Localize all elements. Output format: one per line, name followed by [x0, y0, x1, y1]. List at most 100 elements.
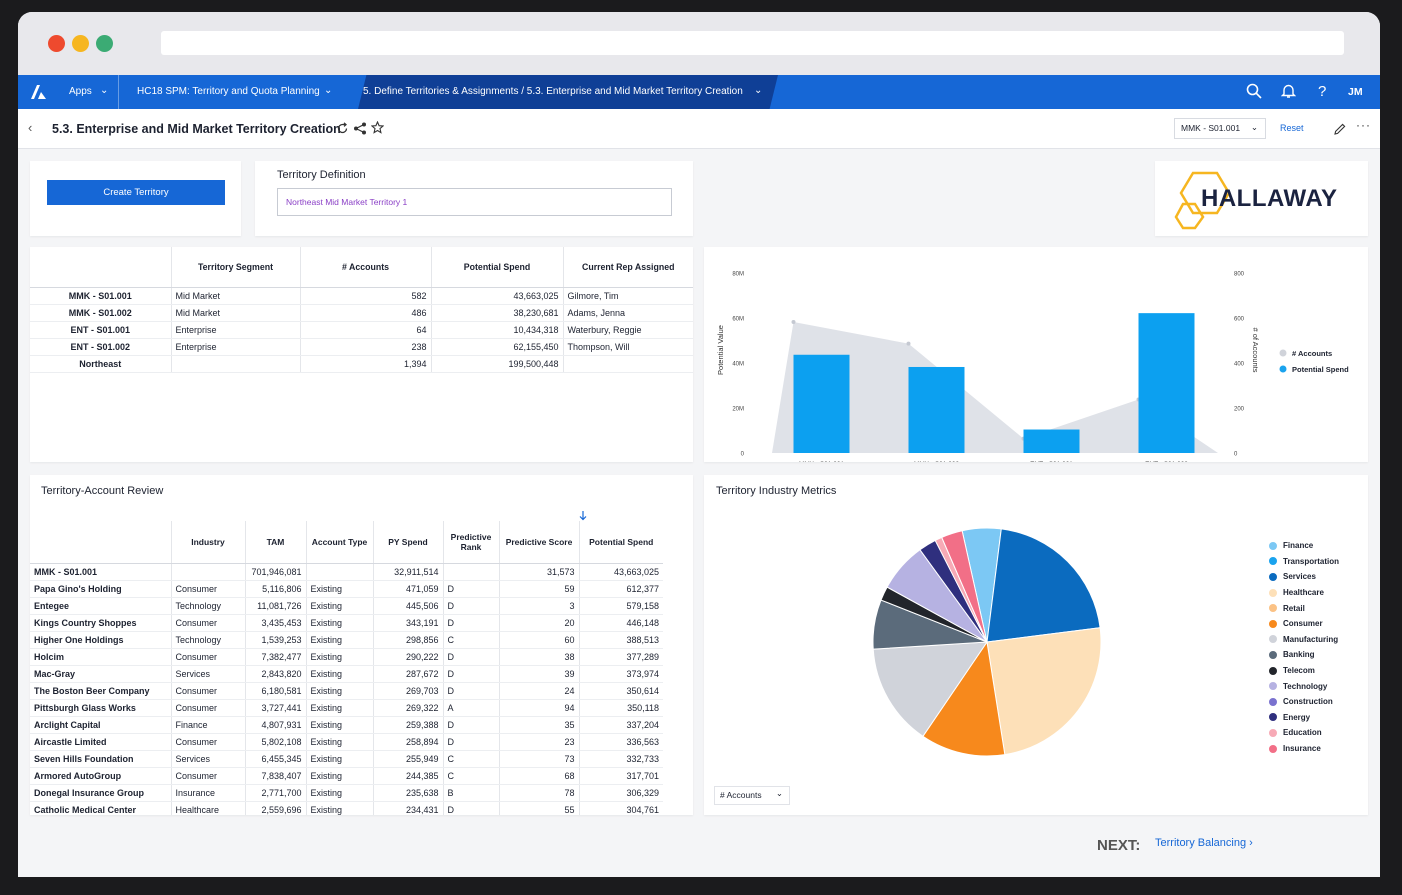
column-header[interactable]: TAM	[245, 521, 307, 564]
row-header[interactable]: Mac-Gray	[30, 665, 172, 683]
table-cell[interactable]: 298,856	[373, 631, 444, 649]
row-header[interactable]: Catholic Medical Center	[30, 801, 172, 815]
table-cell[interactable]: Existing	[306, 580, 374, 598]
table-cell[interactable]: Existing	[306, 682, 374, 700]
star-icon[interactable]	[371, 121, 384, 134]
reset-button[interactable]: Reset	[1280, 123, 1304, 133]
legend-item-technology[interactable]: Technology	[1269, 678, 1339, 694]
table-cell[interactable]: 78	[499, 784, 580, 802]
row-header[interactable]: Kings Country Shoppes	[30, 614, 172, 632]
table-cell[interactable]: Technology	[171, 597, 246, 615]
legend-item-healthcare[interactable]: Healthcare	[1269, 585, 1339, 601]
table-cell[interactable]: Consumer	[171, 699, 246, 717]
table-cell[interactable]: 59	[499, 580, 580, 598]
table-cell[interactable]: 579,158	[579, 597, 663, 615]
accounts-point[interactable]	[906, 341, 911, 346]
row-header[interactable]: MMK - S01.001	[30, 287, 172, 305]
row-header[interactable]: Entegee	[30, 597, 172, 615]
table-cell[interactable]	[171, 355, 301, 373]
table-cell[interactable]: Technology	[171, 631, 246, 649]
help-icon[interactable]: ?	[1318, 83, 1327, 100]
table-cell[interactable]: C	[443, 750, 500, 768]
apps-menu[interactable]: Apps	[69, 86, 92, 97]
table-cell[interactable]: D	[443, 716, 500, 734]
table-cell[interactable]: C	[443, 631, 500, 649]
table-cell[interactable]: Adams, Jenna	[563, 304, 693, 322]
table-cell[interactable]: Existing	[306, 750, 374, 768]
accounts-area[interactable]	[772, 322, 1218, 453]
table-cell[interactable]: Thompson, Will	[563, 338, 693, 356]
table-cell[interactable]: 199,500,448	[431, 355, 564, 373]
table-cell[interactable]	[443, 563, 500, 581]
table-cell[interactable]: Existing	[306, 597, 374, 615]
row-header[interactable]: Papa Gino's Holding	[30, 580, 172, 598]
column-header[interactable]: Account Type	[306, 521, 374, 564]
pie-slice-healthcare[interactable]	[986, 627, 1102, 756]
pie-slice-manufacturing[interactable]	[872, 641, 988, 737]
table-cell[interactable]: Healthcare	[171, 801, 246, 815]
legend-item-banking[interactable]: Banking	[1269, 647, 1339, 663]
table-cell[interactable]: Existing	[306, 614, 374, 632]
column-header[interactable]: Predictive Rank	[443, 521, 500, 564]
row-header[interactable]: Arclight Capital	[30, 716, 172, 734]
table-cell[interactable]: 234,431	[373, 801, 444, 815]
table-cell[interactable]: Consumer	[171, 682, 246, 700]
table-cell[interactable]: 582	[300, 287, 432, 305]
table-cell[interactable]: 31,573	[499, 563, 580, 581]
table-cell[interactable]: 2,559,696	[245, 801, 307, 815]
territory-selector[interactable]: MMK - S01.001 ⌄	[1174, 118, 1266, 139]
legend-accounts[interactable]: # Accounts	[1292, 349, 1332, 358]
table-cell[interactable]: Enterprise	[171, 321, 301, 339]
table-cell[interactable]: Consumer	[171, 733, 246, 751]
legend-item-services[interactable]: Services	[1269, 569, 1339, 585]
anaplan-logo-icon[interactable]	[30, 84, 47, 100]
table-cell[interactable]: D	[443, 733, 500, 751]
table-cell[interactable]: 304,761	[579, 801, 663, 815]
legend-spend[interactable]: Potential Spend	[1292, 365, 1349, 374]
column-header[interactable]: Potential Spend	[431, 247, 564, 288]
table-cell[interactable]: 20	[499, 614, 580, 632]
table-cell[interactable]: Existing	[306, 733, 374, 751]
table-cell[interactable]: Services	[171, 665, 246, 683]
table-cell[interactable]: Existing	[306, 801, 374, 815]
table-cell[interactable]: Waterbury, Reggie	[563, 321, 693, 339]
table-cell[interactable]: D	[443, 801, 500, 815]
table-cell[interactable]: A	[443, 699, 500, 717]
table-cell[interactable]: Existing	[306, 699, 374, 717]
table-cell[interactable]: B	[443, 784, 500, 802]
spend-bar[interactable]	[793, 354, 850, 453]
table-cell[interactable]: 6,455,345	[245, 750, 307, 768]
table-cell[interactable]: 94	[499, 699, 580, 717]
table-cell[interactable]: 32,911,514	[373, 563, 444, 581]
table-cell[interactable]: 332,733	[579, 750, 663, 768]
table-cell[interactable]: 60	[499, 631, 580, 649]
table-cell[interactable]	[171, 563, 246, 581]
table-cell[interactable]: 258,894	[373, 733, 444, 751]
breadcrumb[interactable]: 5. Define Territories & Assignments / 5.…	[363, 86, 743, 97]
row-header[interactable]: MMK - S01.001	[30, 563, 172, 581]
table-cell[interactable]: Existing	[306, 716, 374, 734]
pie-slice-services[interactable]	[986, 528, 1101, 643]
column-header[interactable]: Potential Spend	[579, 521, 663, 564]
legend-item-energy[interactable]: Energy	[1269, 710, 1339, 726]
table-cell[interactable]: 317,701	[579, 767, 663, 785]
measure-select[interactable]: # Accounts ⌄	[714, 786, 790, 805]
row-header[interactable]: Armored AutoGroup	[30, 767, 172, 785]
legend-item-transportation[interactable]: Transportation	[1269, 554, 1339, 570]
legend-item-finance[interactable]: Finance	[1269, 538, 1339, 554]
table-cell[interactable]: 612,377	[579, 580, 663, 598]
spend-bar[interactable]	[1023, 429, 1080, 453]
legend-item-manufacturing[interactable]: Manufacturing	[1269, 632, 1339, 648]
table-cell[interactable]: 373,974	[579, 665, 663, 683]
sort-arrow-icon[interactable]	[579, 511, 587, 521]
table-cell[interactable]: 2,843,820	[245, 665, 307, 683]
back-chevron-icon[interactable]: ‹	[28, 120, 33, 135]
table-cell[interactable]: 244,385	[373, 767, 444, 785]
legend-item-consumer[interactable]: Consumer	[1269, 616, 1339, 632]
table-cell[interactable]: Mid Market	[171, 287, 301, 305]
table-cell[interactable]: 7,838,407	[245, 767, 307, 785]
refresh-icon[interactable]	[336, 122, 349, 135]
table-cell[interactable]: 23	[499, 733, 580, 751]
table-cell[interactable]: 290,222	[373, 648, 444, 666]
table-cell[interactable]: Gilmore, Tim	[563, 287, 693, 305]
